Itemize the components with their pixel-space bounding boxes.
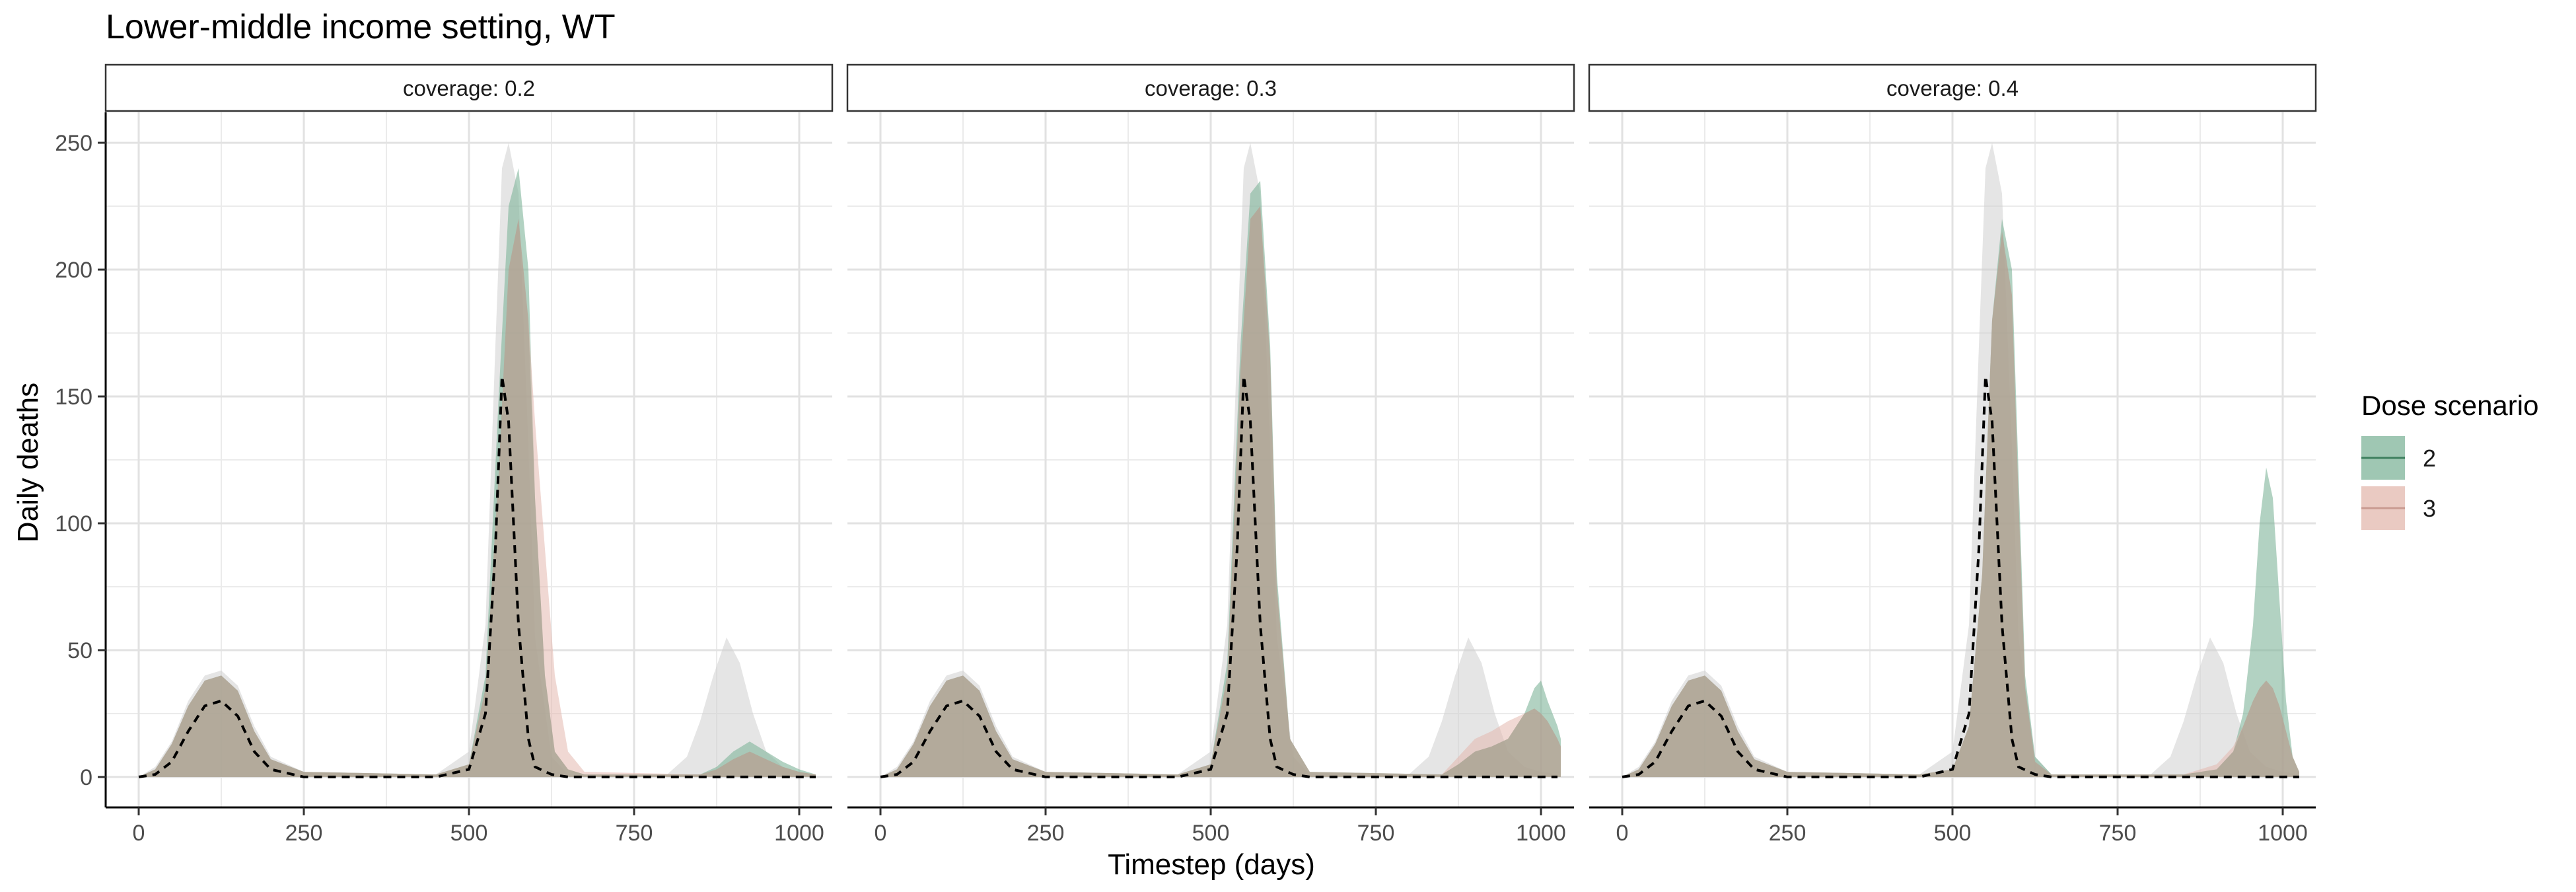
legend-entry: 2 xyxy=(2361,436,2436,480)
x-tick-label: 250 xyxy=(1769,821,1807,846)
x-tick-label: 750 xyxy=(2099,821,2137,846)
legend-entry: 3 xyxy=(2361,486,2436,530)
y-tick-label: 250 xyxy=(55,131,92,156)
x-tick-label: 1000 xyxy=(1516,821,1566,846)
facet-strip-label: coverage: 0.3 xyxy=(1145,76,1277,100)
x-axis-title: Timestep (days) xyxy=(1108,848,1315,881)
y-tick-label: 50 xyxy=(67,638,92,663)
facet-strip xyxy=(846,63,1575,112)
facet-strip-label: coverage: 0.4 xyxy=(1886,76,2019,100)
series-3-band xyxy=(880,206,1561,777)
legend-title: Dose scenario xyxy=(2361,390,2538,421)
facet-panel: coverage: 0.2 0 50 100 150 200 250 0 250 500 750 10… xyxy=(55,63,834,846)
x-tick-label: 500 xyxy=(450,821,488,846)
x-tick-label: 0 xyxy=(1616,821,1629,846)
series-3-band xyxy=(139,219,816,777)
y-axis-title: Daily deaths xyxy=(12,383,44,542)
legend-entry-label: 2 xyxy=(2423,445,2436,472)
series-3-band xyxy=(1622,231,2299,777)
overlap-band xyxy=(880,206,1561,777)
y-tick-label: 200 xyxy=(55,258,92,283)
x-tick-label: 250 xyxy=(285,821,323,846)
facet-panel: coverage: 0.3 0 250 500 750 1000 xyxy=(846,63,1575,846)
y-tick-label: 100 xyxy=(55,511,92,537)
x-tick-label: 250 xyxy=(1027,821,1065,846)
legend-entry-label: 3 xyxy=(2423,495,2436,522)
y-tick-label: 150 xyxy=(55,385,92,410)
facet-panels: coverage: 0.2 0 50 100 150 200 250 0 250 500 750 10… xyxy=(55,63,2317,846)
x-tick-label: 1000 xyxy=(2258,821,2308,846)
chart-title: Lower-middle income setting, WT xyxy=(106,8,616,46)
facet-strip-label: coverage: 0.2 xyxy=(403,76,535,100)
x-tick-label: 0 xyxy=(133,821,145,846)
y-tick-label: 0 xyxy=(80,765,92,790)
legend-entries: 23 xyxy=(2361,436,2436,530)
x-tick-label: 500 xyxy=(1934,821,1972,846)
overlap-band xyxy=(1622,231,2299,777)
reference-line xyxy=(1622,376,2299,778)
facet-strip xyxy=(104,63,834,112)
reference-line xyxy=(138,376,816,778)
overlap-band xyxy=(139,219,816,777)
facet-panel: coverage: 0.4 0 250 500 750 1000 xyxy=(1588,63,2317,846)
reference-line xyxy=(880,376,1557,778)
facet-strip xyxy=(1588,63,2317,112)
x-tick-label: 750 xyxy=(616,821,653,846)
x-tick-label: 0 xyxy=(875,821,887,846)
x-tick-label: 750 xyxy=(1357,821,1395,846)
legend: Dose scenario 23 xyxy=(2361,390,2538,530)
x-tick-label: 1000 xyxy=(774,821,824,846)
x-tick-label: 500 xyxy=(1192,821,1230,846)
